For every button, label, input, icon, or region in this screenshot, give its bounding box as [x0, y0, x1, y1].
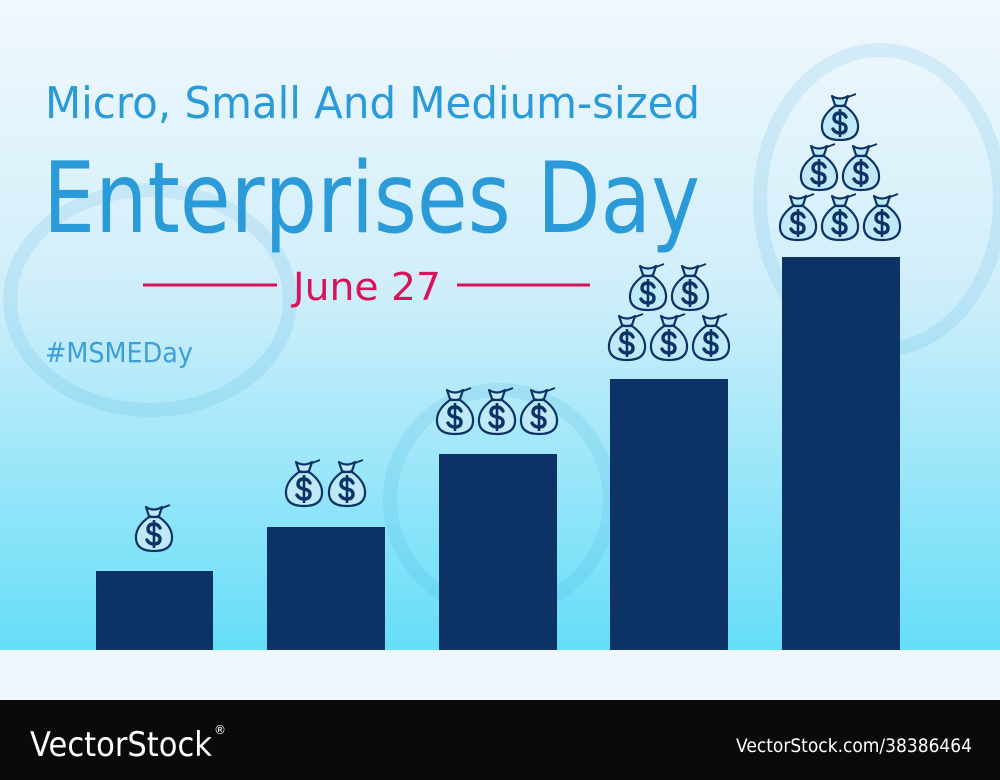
title-line1: Micro, Small And Medium-sized: [45, 78, 700, 129]
footer-id: VectorStock.com/38386464: [736, 735, 972, 757]
date: June 27: [291, 265, 441, 309]
bar: [96, 571, 213, 650]
title-line2: Enterprises Day: [43, 142, 700, 256]
bar: [267, 527, 385, 650]
hashtag: #MSMEDay: [45, 336, 193, 369]
footer-brand: VectorStock: [30, 725, 212, 765]
bar: [782, 257, 900, 650]
footer-registered: ®: [214, 723, 226, 737]
floor-band: [0, 650, 1000, 700]
footer-bar: [0, 700, 1000, 780]
bar: [439, 454, 557, 650]
bar: [610, 379, 728, 650]
bars: [96, 257, 900, 650]
